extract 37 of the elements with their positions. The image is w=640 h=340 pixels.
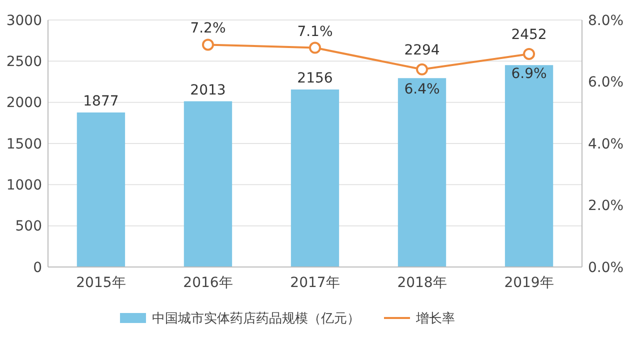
point — [416, 63, 428, 76]
y-tick-label: 500 — [15, 218, 42, 235]
x-tick-label: 2019年 — [504, 275, 554, 291]
point — [309, 42, 321, 54]
bar — [184, 101, 232, 267]
y-tick-label: 2000 — [6, 95, 42, 112]
data-label: 2156 — [297, 70, 333, 86]
y2-tick-label: 4.0% — [588, 136, 624, 152]
point — [202, 38, 214, 51]
y-tick-label: 3000 — [6, 12, 42, 29]
y-tick-label: 1500 — [6, 136, 42, 152]
data-label: 2452 — [511, 26, 547, 43]
y2-tick-label: 6.0% — [588, 74, 624, 91]
legend-label: 中国城市实体药店药品规模（亿元） — [152, 310, 360, 327]
y2-tick-label: 8.0% — [588, 12, 624, 29]
data-label: 7.2% — [190, 20, 226, 37]
data-label: 1877 — [83, 93, 119, 110]
x-tick-label: 2018年 — [397, 275, 447, 291]
legend-label: 增长率 — [415, 310, 455, 327]
data-label: 6.9% — [511, 66, 547, 82]
point — [523, 48, 536, 60]
y-tick-label: 1000 — [6, 178, 42, 194]
y-tick-label: 2500 — [6, 54, 42, 70]
data-label: 6.4% — [404, 81, 440, 98]
y2-tick-label: 0.0% — [588, 260, 624, 276]
bar — [504, 65, 554, 267]
y-tick-label: 0 — [33, 260, 42, 276]
data-label: 7.1% — [297, 24, 333, 40]
y2-tick-label: 2.0% — [588, 198, 624, 214]
x-tick-label: 2016年 — [183, 275, 233, 291]
data-label: 2294 — [404, 42, 440, 58]
bar — [398, 78, 446, 267]
x-tick-label: 2015年 — [76, 275, 126, 291]
bar — [76, 112, 126, 267]
x-tick-label: 2017年 — [290, 275, 340, 291]
data-label: 2013 — [190, 82, 226, 98]
bar — [290, 89, 340, 267]
